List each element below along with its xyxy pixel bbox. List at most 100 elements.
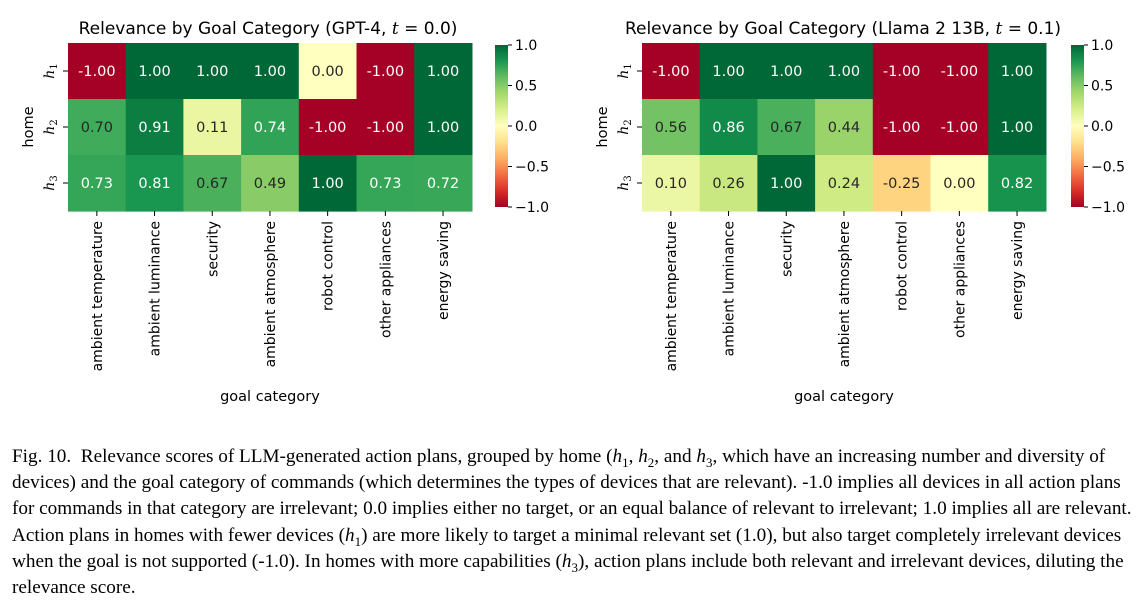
cell-value-label: 0.74 (254, 120, 286, 136)
x-tick-label: security (205, 221, 221, 277)
heatmap-cell (642, 43, 701, 100)
cell-value-label: 1.00 (312, 176, 344, 192)
heatmap-cell (930, 99, 989, 156)
cell-value-label: 1.00 (138, 64, 170, 80)
x-tick-label: security (779, 221, 795, 277)
x-axis-label: goal category (220, 389, 320, 405)
x-tick-label: ambient temperature (90, 221, 106, 371)
y-tick-label: h3 (616, 175, 634, 190)
x-axis-label: goal category (794, 389, 894, 405)
cell-value-label: 0.11 (196, 120, 228, 136)
y-tick-label: h1 (616, 63, 634, 78)
y-tick-label: h1 (42, 63, 60, 78)
heatmap-cell (930, 43, 989, 100)
x-tick-label: energy saving (1010, 221, 1026, 320)
x-tick-label: ambient luminance (148, 221, 164, 356)
cell-value-label: 0.56 (655, 120, 687, 136)
heatmap-cell (642, 99, 701, 156)
heatmap-cell (872, 43, 932, 100)
heatmap-cell (757, 155, 816, 212)
x-tick-label: energy saving (436, 221, 452, 320)
y-tick-label: h3 (42, 175, 60, 190)
y-tick-label: h2 (42, 119, 60, 134)
heatmap-cell (183, 99, 242, 156)
heatmap-cell (356, 99, 415, 156)
cell-value-label: 0.24 (828, 176, 860, 192)
y-axis-label: home (21, 106, 37, 147)
colorbar-tick-label: −0.5 (515, 160, 549, 176)
heatmap-cell (241, 155, 300, 212)
heatmap-cell (930, 155, 989, 212)
cell-value-label: 1.00 (770, 176, 802, 192)
cell-value-label: -1.00 (78, 64, 116, 80)
cell-value-label: 0.70 (81, 120, 113, 136)
figure-caption: Fig. 10. Relevance scores of LLM-generat… (12, 444, 1138, 601)
x-tick-label: other appliances (952, 221, 968, 338)
colorbar-tick-label: −0.5 (1091, 160, 1125, 176)
heatmap-llama2: Relevance by Goal Category (Llama 2 13B,… (595, 19, 1125, 405)
cell-value-label: 0.10 (655, 176, 687, 192)
heatmap-cell (183, 155, 242, 212)
x-tick-label: ambient atmosphere (837, 221, 853, 367)
heatmap-cell (125, 155, 184, 212)
heatmap-cell (757, 43, 816, 100)
x-tick-label: ambient temperature (664, 221, 680, 371)
cell-value-label: 1.00 (828, 64, 860, 80)
cell-value-label: 0.00 (943, 176, 975, 192)
cell-value-label: -1.00 (941, 64, 979, 80)
heatmap-cell (815, 99, 874, 156)
colorbar-tick-label: 0.0 (1091, 119, 1113, 135)
heatmap-gpt4: Relevance by Goal Category (GPT-4, t = 0… (21, 19, 549, 405)
cell-value-label: 1.00 (427, 64, 459, 80)
heatmap-cell (298, 43, 358, 100)
x-tick-label: robot control (321, 221, 337, 311)
x-tick-label: ambient atmosphere (263, 221, 279, 367)
heatmap-cell (988, 99, 1047, 156)
colorbar-tick-label: 0.5 (1091, 79, 1113, 95)
cell-value-label: 0.67 (196, 176, 228, 192)
heatmap-cell (298, 155, 358, 212)
colorbar-tick-label: 0.5 (515, 79, 537, 95)
heatmap-cell (642, 155, 701, 212)
colorbar (495, 45, 508, 207)
cell-value-label: 1.00 (712, 64, 744, 80)
colorbar-tick-label: −1.0 (1091, 200, 1125, 216)
cell-value-label: 0.86 (712, 120, 744, 136)
x-tick-label: other appliances (378, 221, 394, 338)
cell-value-label: 0.67 (770, 120, 802, 136)
y-tick-label: h2 (616, 119, 634, 134)
caption-text: Relevance scores of LLM-generated action… (12, 446, 1132, 599)
cell-value-label: 1.00 (427, 120, 459, 136)
heatmap-cell (872, 99, 932, 156)
cell-value-label: -1.00 (652, 64, 690, 80)
cell-value-label: 0.44 (828, 120, 860, 136)
cell-value-label: 1.00 (1001, 64, 1033, 80)
heatmap-cell (241, 43, 300, 100)
heatmap-cell (815, 43, 874, 100)
heatmap-cell (356, 155, 415, 212)
heatmap-cell (125, 43, 184, 100)
cell-value-label: -1.00 (309, 120, 347, 136)
y-axis-label: home (595, 106, 611, 147)
heatmap-cell (699, 43, 758, 100)
cell-value-label: 0.73 (81, 176, 113, 192)
colorbar-tick-label: 0.0 (515, 119, 537, 135)
cell-value-label: -1.00 (367, 64, 405, 80)
heatmap-cell (183, 43, 242, 100)
cell-value-label: 1.00 (1001, 120, 1033, 136)
heatmap-cell (68, 155, 127, 212)
cell-value-label: 0.00 (312, 64, 344, 80)
cell-value-label: 0.72 (427, 176, 459, 192)
heatmap-cell (68, 43, 127, 100)
heatmap-cell (414, 43, 473, 100)
heatmap-cell (872, 155, 932, 212)
heatmap-cell (356, 43, 415, 100)
cell-value-label: 1.00 (770, 64, 802, 80)
heatmap-cell (298, 99, 358, 156)
heatmap-cell (988, 155, 1047, 212)
cell-value-label: 0.26 (712, 176, 744, 192)
cell-value-label: -1.00 (883, 120, 921, 136)
cell-value-label: 0.82 (1001, 176, 1033, 192)
heatmap-cell (815, 155, 874, 212)
heatmap-cell (757, 99, 816, 156)
